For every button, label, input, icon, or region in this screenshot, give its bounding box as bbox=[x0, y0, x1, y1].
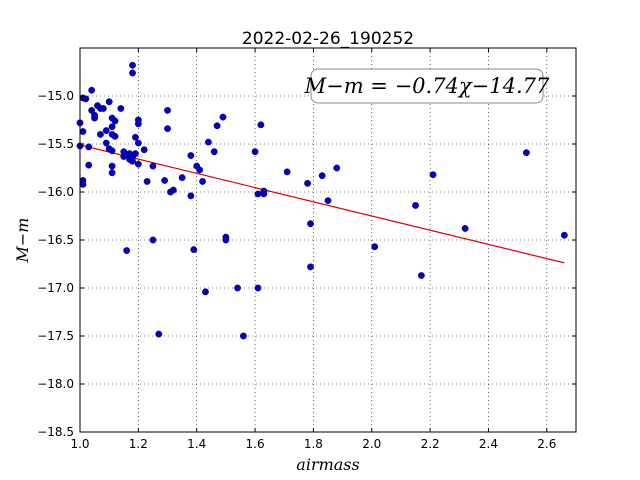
data-point bbox=[85, 161, 93, 169]
data-point bbox=[234, 284, 241, 292]
data-point bbox=[105, 98, 113, 106]
y-tick-label: −15.0 bbox=[37, 89, 74, 103]
data-point bbox=[178, 174, 186, 182]
data-point bbox=[149, 236, 157, 244]
data-point bbox=[169, 186, 177, 194]
data-point bbox=[108, 162, 116, 170]
data-point bbox=[79, 180, 87, 188]
x-tick-label: 1.8 bbox=[304, 437, 323, 451]
fit-annotation: M−m = −0.74χ−14.77 bbox=[304, 68, 550, 104]
data-point bbox=[251, 148, 259, 156]
data-point bbox=[260, 190, 268, 198]
data-point bbox=[333, 164, 341, 172]
x-tick-label: 1.4 bbox=[187, 437, 206, 451]
data-point bbox=[324, 197, 332, 205]
data-point bbox=[102, 127, 110, 134]
fit-line-group bbox=[79, 144, 565, 264]
x-tick-label: 1.0 bbox=[70, 437, 89, 451]
chart-title: 2022-02-26_190252 bbox=[242, 29, 414, 49]
data-point bbox=[111, 117, 119, 125]
data-point bbox=[560, 231, 568, 239]
x-tick-label: 1.2 bbox=[129, 437, 148, 451]
data-point bbox=[132, 150, 139, 158]
data-point bbox=[204, 138, 212, 146]
data-point bbox=[219, 113, 227, 121]
data-point bbox=[108, 123, 116, 131]
data-point bbox=[82, 95, 90, 103]
y-tick-label: −15.5 bbox=[37, 137, 74, 151]
y-tick-label: −17.0 bbox=[37, 281, 74, 295]
data-point bbox=[371, 243, 379, 251]
data-point bbox=[149, 162, 157, 170]
data-point bbox=[196, 166, 204, 174]
data-point bbox=[85, 143, 93, 151]
data-point bbox=[117, 105, 125, 112]
data-point bbox=[108, 147, 116, 155]
data-point bbox=[123, 247, 131, 254]
data-point bbox=[97, 130, 104, 138]
data-point bbox=[155, 330, 163, 338]
x-axis-label: airmass bbox=[296, 455, 359, 474]
data-point bbox=[140, 146, 148, 154]
data-point bbox=[199, 178, 206, 185]
data-point bbox=[417, 272, 425, 279]
fit-line bbox=[79, 144, 565, 264]
data-point bbox=[254, 284, 262, 292]
data-point bbox=[523, 149, 530, 157]
data-point bbox=[79, 128, 87, 135]
data-point bbox=[111, 132, 119, 140]
y-tick-label: −18.0 bbox=[37, 377, 74, 391]
x-tick-label: 2.6 bbox=[537, 437, 556, 451]
data-points bbox=[76, 61, 568, 340]
data-point bbox=[91, 111, 98, 119]
data-point bbox=[108, 169, 116, 177]
data-point bbox=[88, 86, 96, 94]
data-point bbox=[304, 179, 311, 187]
data-point bbox=[134, 139, 142, 147]
y-tick-label: −16.5 bbox=[37, 233, 74, 247]
y-tick-label: −18.5 bbox=[37, 425, 74, 439]
x-tick-label: 1.6 bbox=[246, 437, 265, 451]
data-point bbox=[461, 225, 469, 232]
data-point bbox=[187, 152, 195, 159]
data-point bbox=[307, 263, 314, 271]
data-point bbox=[429, 171, 437, 179]
data-point bbox=[129, 61, 136, 69]
data-point bbox=[257, 121, 265, 129]
data-point bbox=[164, 125, 171, 133]
data-point bbox=[132, 133, 139, 141]
x-tick-label: 2.2 bbox=[421, 437, 440, 451]
data-point bbox=[161, 177, 169, 184]
annotation-box bbox=[310, 68, 544, 104]
data-point bbox=[213, 122, 221, 130]
data-point bbox=[134, 116, 142, 124]
y-tick-label: −16.0 bbox=[37, 185, 74, 199]
data-point bbox=[129, 69, 136, 77]
x-axis-ticks: 1.0 1.2 1.4 1.6 1.8 2.0 2.2 2.4 2.6 bbox=[70, 48, 556, 451]
data-point bbox=[134, 160, 142, 168]
data-point bbox=[164, 107, 171, 114]
data-point bbox=[210, 148, 218, 156]
y-tick-label: −17.5 bbox=[37, 329, 74, 343]
x-tick-label: 2.0 bbox=[362, 437, 381, 451]
fit-equation-label: M−m = −0.74χ−14.77 bbox=[304, 74, 550, 98]
data-point bbox=[412, 202, 419, 209]
data-point bbox=[187, 192, 195, 200]
x-tick-label: 2.4 bbox=[479, 437, 498, 451]
data-point bbox=[143, 178, 151, 185]
data-point bbox=[254, 190, 262, 198]
data-point bbox=[99, 105, 107, 112]
data-point bbox=[102, 139, 110, 147]
data-point bbox=[283, 168, 291, 176]
data-point bbox=[318, 172, 326, 180]
data-point bbox=[307, 220, 314, 228]
y-axis-label: M−m bbox=[13, 218, 32, 264]
data-point bbox=[202, 288, 209, 296]
data-point bbox=[239, 332, 247, 340]
data-point bbox=[190, 246, 198, 254]
data-point bbox=[222, 236, 230, 244]
y-axis-ticks: −15.0 −15.5 −16.0 −16.5 −17.0 −17.5 −18.0 −18.5 bbox=[37, 89, 576, 439]
